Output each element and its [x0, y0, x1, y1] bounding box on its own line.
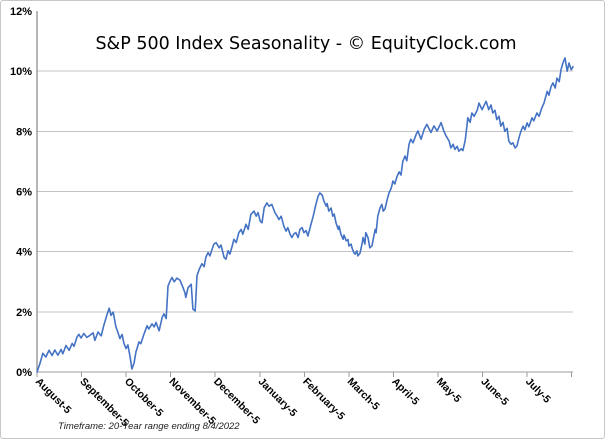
timeframe-note: Timeframe: 20-Year range ending 8/4/2022 — [58, 421, 240, 432]
y-axis-label: 6% — [16, 187, 32, 199]
y-axis-label: 12% — [10, 6, 32, 18]
seasonality-line — [36, 57, 574, 373]
x-axis-label: August-5 — [33, 376, 74, 417]
x-axis-label: December-5 — [211, 376, 262, 427]
x-axis-label: March-5 — [345, 376, 382, 413]
chart-title: S&P 500 Index Seasonality - © EquityCloc… — [95, 34, 517, 54]
x-axis-label: February-5 — [300, 376, 347, 423]
y-axis-label: 4% — [16, 247, 32, 259]
x-axis-label: June-5 — [478, 376, 511, 409]
x-axis-label: July-5 — [523, 376, 553, 406]
x-axis-label: October-5 — [122, 376, 166, 420]
x-axis-label: November-5 — [167, 376, 219, 428]
x-axis-label: May-5 — [434, 376, 464, 406]
y-axis-label: 0% — [16, 367, 32, 379]
y-axis-label: 2% — [16, 307, 32, 319]
x-axis-label: April-5 — [389, 376, 421, 408]
y-axis-label: 8% — [16, 126, 32, 138]
x-axis-label: January-5 — [256, 376, 300, 420]
y-axis-label: 10% — [10, 66, 32, 78]
